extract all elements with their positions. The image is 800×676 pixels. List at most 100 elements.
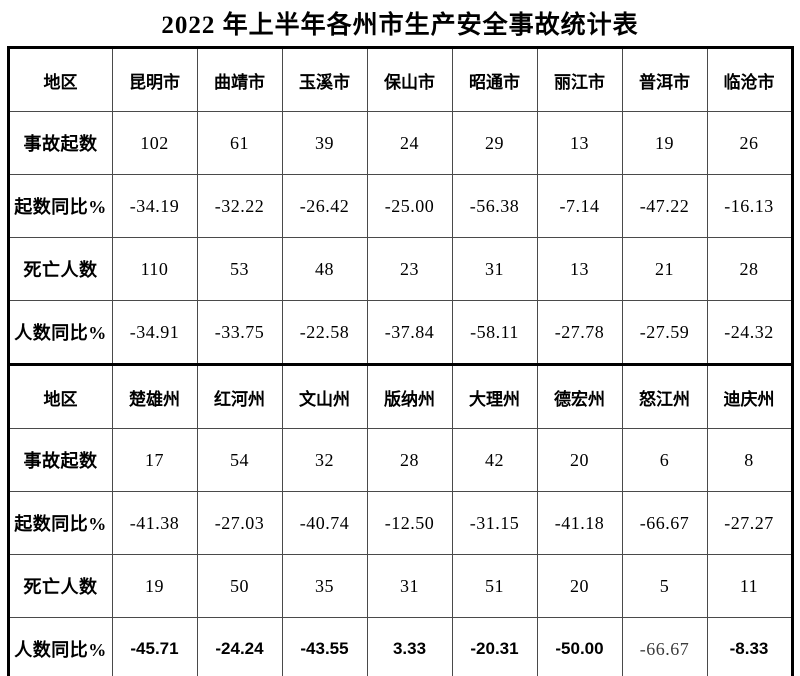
- data-cell: 61: [196, 111, 283, 175]
- data-cell: 5: [621, 554, 708, 618]
- data-cell: 51: [451, 554, 538, 618]
- data-cell: 32: [281, 428, 368, 492]
- data-cell: -43.55: [281, 617, 368, 676]
- data-cell: 28: [366, 428, 453, 492]
- row-label-cell: 起数同比%: [7, 491, 113, 555]
- data-cell: -27.03: [196, 491, 283, 555]
- accident-count-row-cities: 事故起数 102 61 39 24 29 13 19 26: [7, 111, 793, 175]
- region-header-cell: 版纳州: [366, 364, 453, 429]
- row-label-cell: 事故起数: [7, 428, 113, 492]
- data-cell: 54: [196, 428, 283, 492]
- data-cell: 39: [281, 111, 368, 175]
- region-header-cell: 楚雄州: [111, 364, 198, 429]
- data-cell: -27.27: [706, 491, 793, 555]
- data-cell: 31: [451, 237, 538, 301]
- region-header-cell: 迪庆州: [706, 364, 793, 429]
- data-cell: -8.33: [706, 617, 793, 676]
- data-cell: 13: [536, 111, 623, 175]
- data-cell: -66.67: [621, 617, 708, 676]
- region-header-cell: 普洱市: [621, 47, 708, 112]
- data-cell: 21: [621, 237, 708, 301]
- data-cell: -25.00: [366, 174, 453, 238]
- data-cell: -37.84: [366, 300, 453, 366]
- data-cell: 6: [621, 428, 708, 492]
- data-cell: -22.58: [281, 300, 368, 366]
- data-cell: 11: [706, 554, 793, 618]
- data-cell: 3.33: [366, 617, 453, 676]
- data-cell: -56.38: [451, 174, 538, 238]
- data-cell: -33.75: [196, 300, 283, 366]
- death-count-row-prefectures: 死亡人数 19 50 35 31 51 20 5 11: [7, 554, 793, 618]
- data-cell: 42: [451, 428, 538, 492]
- region-header-cell: 曲靖市: [196, 47, 283, 112]
- data-cell: -7.14: [536, 174, 623, 238]
- data-cell: -20.31: [451, 617, 538, 676]
- data-cell: 20: [536, 554, 623, 618]
- region-header-cell: 大理州: [451, 364, 538, 429]
- data-cell: 53: [196, 237, 283, 301]
- data-cell: -34.91: [111, 300, 198, 366]
- corner-cell: 地区: [7, 364, 113, 429]
- region-header-cell: 红河州: [196, 364, 283, 429]
- data-cell: 26: [706, 111, 793, 175]
- data-cell: -45.71: [111, 617, 198, 676]
- accident-yoy-row-prefectures: 起数同比% -41.38 -27.03 -40.74 -12.50 -31.15…: [7, 491, 793, 555]
- data-cell: 13: [536, 237, 623, 301]
- region-header-row-prefectures: 地区 楚雄州 红河州 文山州 版纳州 大理州 德宏州 怒江州 迪庆州: [7, 364, 793, 429]
- row-label-cell: 起数同比%: [7, 174, 113, 238]
- data-cell: -24.24: [196, 617, 283, 676]
- accident-count-row-prefectures: 事故起数 17 54 32 28 42 20 6 8: [7, 428, 793, 492]
- row-label-cell: 事故起数: [7, 111, 113, 175]
- region-header-cell: 德宏州: [536, 364, 623, 429]
- data-cell: 20: [536, 428, 623, 492]
- data-cell: 8: [706, 428, 793, 492]
- region-header-cell: 玉溪市: [281, 47, 368, 112]
- data-cell: 102: [111, 111, 198, 175]
- data-cell: -12.50: [366, 491, 453, 555]
- corner-cell: 地区: [7, 47, 113, 112]
- region-header-cell: 保山市: [366, 47, 453, 112]
- data-cell: -47.22: [621, 174, 708, 238]
- region-header-cell: 怒江州: [621, 364, 708, 429]
- data-cell: 48: [281, 237, 368, 301]
- data-cell: 19: [111, 554, 198, 618]
- row-label-cell: 死亡人数: [7, 554, 113, 618]
- row-label-cell: 人数同比%: [7, 300, 113, 366]
- death-count-row-cities: 死亡人数 110 53 48 23 31 13 21 28: [7, 237, 793, 301]
- data-cell: 28: [706, 237, 793, 301]
- region-header-cell: 昆明市: [111, 47, 198, 112]
- data-cell: -27.59: [621, 300, 708, 366]
- data-cell: 17: [111, 428, 198, 492]
- data-cell: 110: [111, 237, 198, 301]
- data-cell: -66.67: [621, 491, 708, 555]
- accident-statistics-table: 地区 昆明市 曲靖市 玉溪市 保山市 昭通市 丽江市 普洱市 临沧市 事故起数 …: [6, 46, 794, 676]
- death-yoy-row-prefectures: 人数同比% -45.71 -24.24 -43.55 3.33 -20.31 -…: [7, 617, 793, 676]
- data-cell: -50.00: [536, 617, 623, 676]
- data-cell: -58.11: [451, 300, 538, 366]
- data-cell: -27.78: [536, 300, 623, 366]
- data-cell: -41.38: [111, 491, 198, 555]
- data-cell: 35: [281, 554, 368, 618]
- data-cell: -34.19: [111, 174, 198, 238]
- data-cell: -24.32: [706, 300, 793, 366]
- row-label-cell: 人数同比%: [7, 617, 113, 676]
- death-yoy-row-cities: 人数同比% -34.91 -33.75 -22.58 -37.84 -58.11…: [7, 300, 793, 366]
- data-cell: -26.42: [281, 174, 368, 238]
- row-label-cell: 死亡人数: [7, 237, 113, 301]
- region-header-cell: 昭通市: [451, 47, 538, 112]
- data-cell: -40.74: [281, 491, 368, 555]
- data-cell: -41.18: [536, 491, 623, 555]
- page-title: 2022 年上半年各州市生产安全事故统计表: [161, 12, 639, 39]
- region-header-row-cities: 地区 昆明市 曲靖市 玉溪市 保山市 昭通市 丽江市 普洱市 临沧市: [7, 47, 793, 112]
- data-cell: 24: [366, 111, 453, 175]
- data-cell: -16.13: [706, 174, 793, 238]
- region-header-cell: 丽江市: [536, 47, 623, 112]
- data-cell: 19: [621, 111, 708, 175]
- data-cell: 29: [451, 111, 538, 175]
- data-cell: 23: [366, 237, 453, 301]
- data-cell: 50: [196, 554, 283, 618]
- data-cell: -31.15: [451, 491, 538, 555]
- accident-yoy-row-cities: 起数同比% -34.19 -32.22 -26.42 -25.00 -56.38…: [7, 174, 793, 238]
- region-header-cell: 临沧市: [706, 47, 793, 112]
